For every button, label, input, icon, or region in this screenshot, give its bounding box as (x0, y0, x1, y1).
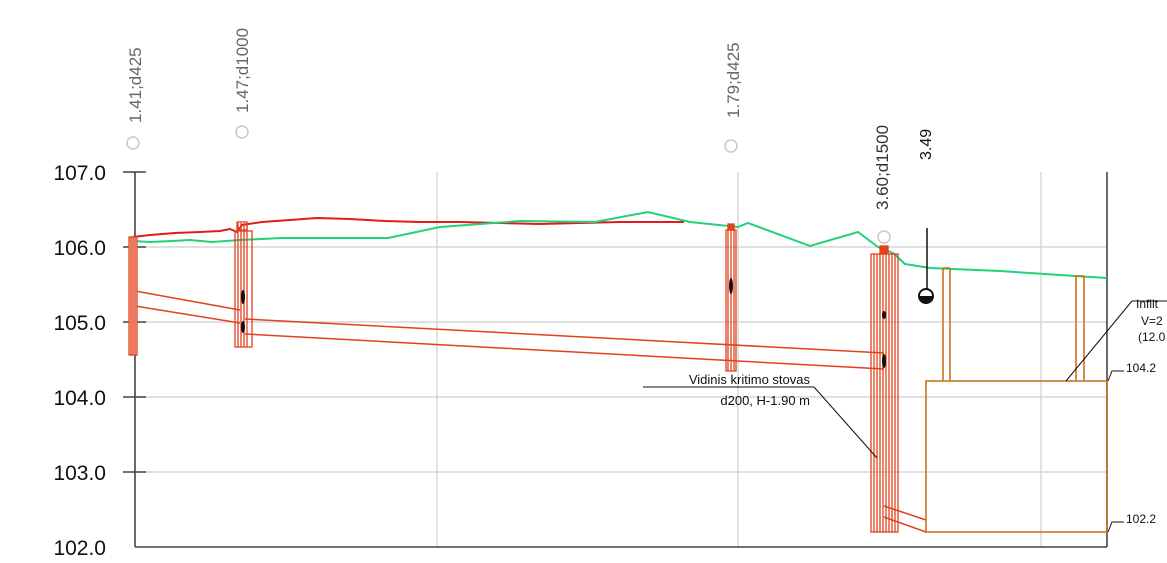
manhole-1 (128, 236, 138, 356)
manhole-marker-icon (235, 125, 249, 139)
pipe-inlet-icon (241, 290, 245, 304)
y-tick-label: 102.0 (53, 537, 106, 560)
manhole-marker-icon (724, 139, 738, 153)
pipe-inlet-icon (882, 354, 886, 368)
manhole-labels: 1.41;d425 1.47;d1000 1.79;d425 3.60;d150… (126, 28, 935, 210)
tank-title-line1: Infilt (1136, 297, 1159, 311)
y-tick-label: 104.0 (53, 387, 106, 410)
manhole-marker-icon (126, 136, 140, 150)
grid (135, 172, 1107, 547)
y-tick-label: 105.0 (53, 312, 106, 335)
callout: Vidinis kritimo stovas d200, H-1.90 m (643, 372, 878, 459)
tank-title-line2: V=2 (1141, 314, 1163, 328)
manhole-2 (234, 221, 253, 348)
manhole-label: 1.41;d425 (126, 47, 145, 123)
level-point-marker (918, 228, 934, 304)
manhole-label: 3.60;d1500 (873, 125, 892, 210)
pipe-line (883, 516, 927, 533)
callout-subtitle: d200, H-1.90 m (720, 393, 810, 408)
manhole-markers (126, 125, 891, 244)
existing-ground-line (132, 216, 684, 238)
tank-top-level: 104.2 (1126, 361, 1156, 375)
pipe-line (244, 333, 885, 370)
y-tick-label: 107.0 (53, 162, 106, 185)
tank-annotation: Infilt V=2 (12.0 104.2 102.2 (1065, 297, 1167, 533)
pipe-inlet-icon (729, 278, 733, 294)
manhole-label: 1.79;d425 (724, 42, 743, 118)
design-ground-line (132, 210, 1108, 279)
y-tick-label: 103.0 (53, 462, 106, 485)
pipe-line (244, 318, 885, 354)
manhole-label: 1.47;d1000 (233, 28, 252, 113)
pipe-inlet-icon (241, 321, 245, 333)
tank-bottom-level: 102.2 (1126, 512, 1156, 526)
point-label: 3.49 (918, 129, 935, 160)
manhole-marker-icon (877, 230, 891, 244)
axes (123, 171, 1108, 548)
infiltration-tank (925, 267, 1108, 533)
manhole-3 (725, 223, 737, 372)
pipes (134, 290, 927, 533)
y-axis-labels: 107.0 106.0 105.0 104.0 103.0 102.0 (53, 162, 106, 560)
manhole-4 (870, 245, 899, 533)
pipe-line (134, 305, 241, 324)
tank-title-line3: (12.0 (1138, 330, 1166, 344)
pipe-inlet-icon (882, 311, 886, 319)
y-tick-label: 106.0 (53, 237, 106, 260)
pipe-line (134, 290, 241, 311)
callout-title: Vidinis kritimo stovas (689, 372, 811, 387)
pipe-line (883, 505, 927, 521)
